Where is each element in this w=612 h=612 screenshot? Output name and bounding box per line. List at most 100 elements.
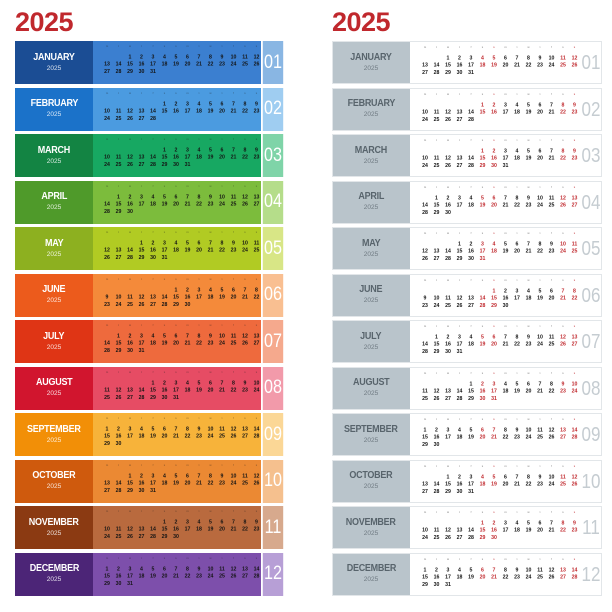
day-number: 11 [434,528,440,534]
day-number: 4 [527,288,530,294]
weekday-header-label: w [527,464,530,468]
month-days-grid: m t w t f s s m t w t f s s 1 2 3 4 5 6 7 8 9 10 11 12 13 14 15 16 17 1… [411,461,579,502]
day-number: 3 [458,335,461,341]
day-number: 21 [173,434,179,440]
weekday-header-label: t [118,137,119,141]
day-number: 17 [468,63,474,69]
day-number: 5 [175,55,178,61]
weekday-header-label: w [129,44,132,48]
weekday-header-label: s [164,416,166,420]
day-number: 20 [537,109,543,115]
weekday-header-label: f [233,91,234,95]
day-number: 4 [504,381,507,387]
month-row-january: JANUARY 2025 m t w t f s s m t w t f s s 1 2 3 4 5 6 7 8 9 10 11 12… [332,41,602,84]
day-number: 10 [242,241,248,247]
month-year: 2025 [363,529,379,537]
weekday-header-label: t [540,92,541,96]
day-number: 21 [196,480,202,486]
day-number: 23 [537,63,543,69]
weekday-header-label: w [129,509,132,513]
day-number: 1 [129,55,132,61]
month-row-april: APRIL 2025 m t w t f s s m t w t f s s 1 2 3 4 5 6 7 8 9 10 11 12 13… [332,180,602,224]
month-row-december: DECEMBER 2025 m t w t f s s m t w t f s s 1 2 3 4 5 6 7 8 9 10 11 1… [332,552,602,596]
day-number: 23 [526,202,532,208]
weekday-header-label: w [447,231,450,235]
weekday-header-label: s [244,416,246,420]
weekday-header-label: t [118,323,119,327]
day-number: 3 [447,567,450,573]
month-number: 02 [581,98,601,121]
month-name-block: JUNE 2025 [15,273,93,317]
day-number: 10 [549,56,555,62]
day-number: 12 [457,295,463,301]
month-name-block: JANUARY 2025 [333,42,410,83]
day-number: 25 [254,248,260,254]
day-number: 5 [516,381,519,387]
weekday-header-label: m [424,324,427,328]
weekday-header-label: f [551,464,552,468]
weekday-header-label: m [424,185,427,189]
day-number: 18 [139,573,145,579]
day-number: 12 [127,155,133,161]
weekday-header-label: m [504,45,507,49]
day-number: 4 [163,473,166,479]
day-number: 19 [219,294,225,300]
month-name: JANUARY [350,51,392,63]
weekday-header-label: f [233,509,234,513]
weekday-header-label: t [459,45,460,49]
day-number: 13 [457,528,463,534]
weekday-header-label: w [527,45,530,49]
day-number: 12 [572,56,578,62]
day-number: 15 [434,342,440,348]
day-number: 26 [422,256,428,262]
day-number: 15 [127,480,133,486]
day-number: 27 [139,162,145,168]
day-number: 8 [516,195,519,201]
weekday-header-label: t [517,417,518,421]
day-number: 25 [242,480,248,486]
weekday-header-label: m [106,509,109,513]
day-number: 29 [104,441,110,447]
day-number: 2 [447,195,450,201]
weekday-header-label: t [459,138,460,142]
day-number: 9 [424,295,427,301]
weekday-header-label: s [562,464,564,468]
weekday-header-label: s [164,323,166,327]
day-number: 29 [445,70,451,76]
day-number: 19 [173,62,179,68]
day-number: 6 [516,242,519,248]
month-row-july: JULY 2025 m t w t f s s m t w t f s s 1 2 3 4 5 6 7 8 9 10 11 12 13 1… [332,320,602,363]
day-number: 29 [457,256,463,262]
day-number: 16 [116,573,122,579]
day-number: 26 [231,434,237,440]
day-number: 19 [208,108,214,114]
day-number: 10 [526,567,532,573]
day-number: 29 [422,581,428,587]
month-days-grid: m t w t f s s m t w t f s s 1 2 3 4 5 6 7 8 9 10 11 12 13 14 15 16 17 1… [93,41,261,84]
day-number: 11 [434,156,440,162]
day-number: 28 [150,162,156,168]
day-number: 5 [493,474,496,480]
day-number: 15 [162,527,168,533]
day-number: 14 [254,427,260,433]
day-number: 3 [504,102,507,108]
day-number: 21 [514,63,520,69]
day-number: 5 [481,195,484,201]
day-number: 22 [549,388,555,394]
day-number: 27 [422,70,428,76]
weekday-header-label: f [153,91,154,95]
day-number: 8 [221,241,224,247]
month-days-grid: m t w t f s s m t w t f s s 1 2 3 4 5 6 7 8 9 10 11 12 13 14 15 16 17 1… [411,507,579,548]
day-number: 3 [152,55,155,61]
month-name: MARCH [354,144,388,156]
day-number: 21 [185,201,191,207]
day-number: 14 [104,201,110,207]
day-number: 25 [434,116,440,122]
weekday-header-label: s [256,463,258,467]
month-days-grid: m t w t f s s m t w t f s s 1 2 3 4 5 6 7 8 9 10 11 12 13 14 15 16 17 1… [93,366,261,410]
day-number: 28 [162,301,168,307]
day-number: 6 [232,287,235,293]
day-number: 3 [186,101,189,107]
weekday-header-label: t [118,463,119,467]
